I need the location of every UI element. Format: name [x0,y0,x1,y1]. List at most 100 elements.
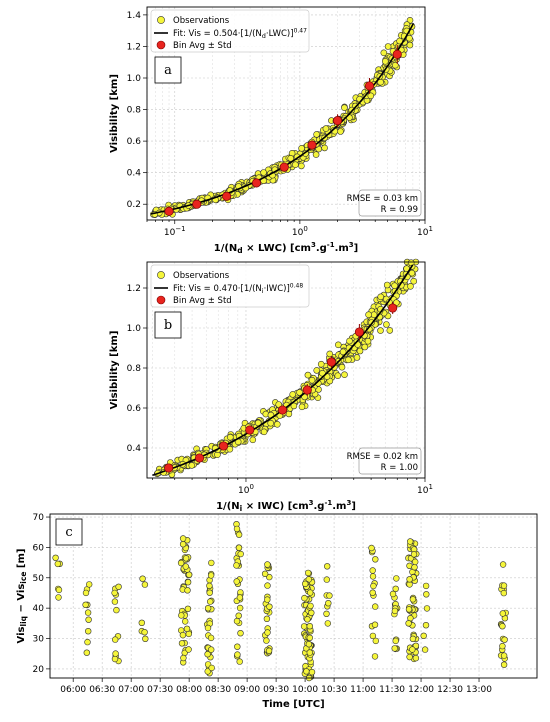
legend-bins-label: Bin Avg ± Std [173,41,232,51]
x-axis-label: 1/(Ni × IWC) [cm3.g-1.m3] [216,499,356,513]
observation-point [273,420,281,428]
observation-point [207,598,214,605]
axes-frame [146,6,426,221]
bin-average-point [222,191,232,201]
observation-point [500,661,508,668]
observation-point [383,321,390,328]
chart-panel-c: 06:00 06:30 07:00 07:30 08:00 08:30 09:00 09:30… [16,513,538,710]
y-axis-label: Visliq − Visice [m] [16,549,28,644]
observation-point [341,104,348,111]
observation-point [264,582,271,589]
observation-point [236,594,244,601]
observation-point [307,602,314,610]
observation-point [298,403,306,411]
observation-point [235,531,243,538]
observation-point [185,646,192,653]
observation-point [368,544,375,552]
observation-point [184,578,192,586]
observation-point [409,635,417,642]
observation-point [407,538,414,545]
observation-point [184,587,191,594]
observation-point [84,627,92,635]
observation-point [423,591,430,598]
x-tick-label: 08:30 [205,685,231,695]
observation-point [420,632,427,639]
observation-point [423,605,431,612]
chart-panel-a: 0.2 0.4 0.6 0.8 1.0 1.2 1.4 10−1 100 101 Observati… [109,6,433,255]
observation-point [227,433,234,441]
observation-point [313,131,320,138]
observation-point [407,282,414,290]
observation-point [290,402,298,410]
observation-point [409,596,417,603]
axes-frame [49,513,538,679]
observation-point [233,578,240,585]
y-tick-label: 70 [33,513,45,523]
observation-point [346,337,353,345]
stats-box [358,447,422,475]
x-tick-label: 12:30 [437,685,463,695]
observation-point [85,581,93,588]
observation-point [499,642,506,650]
observation-point [412,558,419,566]
y-tick-label: 0.6 [127,137,142,147]
observation-point [179,631,187,639]
observation-point [55,594,62,601]
legend-box [150,9,310,53]
observation-point [178,640,186,647]
x-tick-label: 12:00 [408,685,434,695]
y-tick-label: 0.4 [127,444,142,454]
observation-point [305,640,313,648]
x-tick-label: 100 [292,225,308,238]
observation-point [263,615,271,622]
observation-point [52,554,59,561]
observation-point [372,603,379,610]
observation-point [306,622,313,630]
y-tick-label: 0.6 [127,404,142,414]
observation-point [409,646,416,653]
observation-point [111,589,118,597]
observation-point [298,162,305,170]
observation-point [264,561,271,568]
observation-point [500,589,507,597]
x-tick-label: 100 [238,483,254,496]
observation-point [141,628,148,636]
observation-point [372,556,379,563]
observation-point [183,625,191,632]
observation-point [207,572,215,579]
observation-point [321,144,328,152]
y-tick-label: 30 [33,635,45,645]
observation-point [313,367,321,374]
x-tick-label: 11:30 [379,685,405,695]
panel-label-box [55,518,83,546]
observation-point [334,341,342,349]
observation-point [422,582,430,590]
observation-point [180,654,187,662]
observation-point [380,49,388,57]
observation-point [303,668,310,675]
x-tick-label: 07:00 [118,685,144,695]
x-axis-label: 1/(Nd × LWC) [cm3.g-1.m3] [214,241,359,255]
bin-average-point [194,453,205,463]
y-tick-label: 0.2 [127,200,141,210]
observation-point [345,356,352,364]
y-tick-label: 0.4 [127,169,142,179]
observation-point [356,347,364,355]
observation-point [370,582,377,590]
bin-average-point [364,81,375,91]
observation-point [285,410,293,418]
bin-average-point [354,327,364,337]
legend: Observations Fit: Vis = 0.470·[1/(Ni·IWC)… [150,264,310,308]
observation-point [500,652,508,659]
observation-point [237,629,244,637]
observation-point [410,277,418,285]
panel-label: c [65,525,72,540]
legend-observations-label: Observations [173,271,230,281]
y-tick-label: 40 [33,604,45,614]
observation-point [324,620,331,627]
observation-point [410,551,418,558]
observation-point [322,125,330,132]
observation-point [411,563,418,571]
observation-point [249,436,257,444]
